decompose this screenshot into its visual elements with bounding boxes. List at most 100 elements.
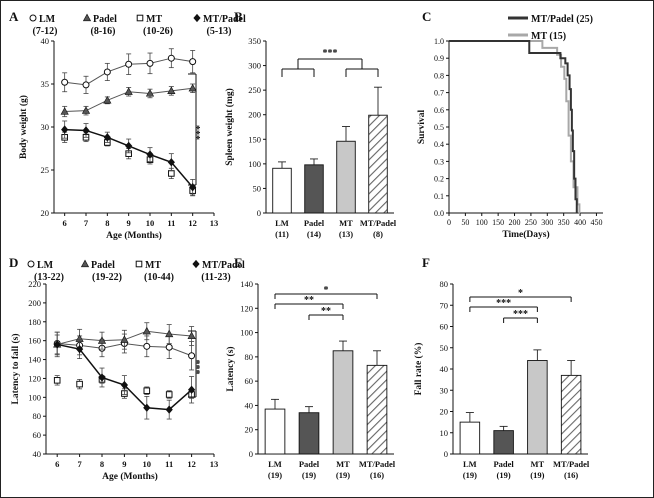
bar-lm: LM(11) <box>272 161 292 239</box>
y-tick-label: 40 <box>440 364 449 374</box>
y-tick-label: 350 <box>248 36 261 46</box>
data-point <box>142 326 151 335</box>
category-label: Padel <box>304 218 325 228</box>
data-point <box>167 86 176 94</box>
data-point <box>53 340 61 349</box>
y-tick-label: 0.8 <box>434 71 444 80</box>
x-tick-label: 11 <box>167 218 175 228</box>
data-point <box>143 387 151 395</box>
x-tick-label: 8 <box>100 459 104 469</box>
y-tick-label: 0.1 <box>434 192 444 201</box>
y-tick-label: 100 <box>240 328 253 338</box>
panel-letter: B <box>234 9 243 24</box>
category-label: MT/Padel <box>359 459 396 469</box>
data-point <box>187 331 196 340</box>
significance-bracket: *** <box>281 48 379 77</box>
data-point <box>188 352 196 360</box>
y-tick-label: 10 <box>440 428 449 438</box>
y-tick-label: 80 <box>245 352 254 362</box>
significance-brackets: ******* <box>469 288 572 323</box>
bar-mt: MT(19) <box>527 349 548 480</box>
significance-bracket: *** <box>188 73 206 186</box>
legend-name: MT <box>145 260 161 271</box>
category-n: (11) <box>275 229 289 239</box>
y-tick-label: 35 <box>41 79 50 89</box>
y-tick-label: 60 <box>440 322 449 332</box>
category-n: (16) <box>564 470 578 480</box>
significance-brackets: ***** <box>274 285 378 320</box>
category-label: MT <box>339 218 353 228</box>
bar-rect <box>527 360 548 455</box>
data-point <box>165 405 173 414</box>
data-point <box>61 125 69 134</box>
legend-n: (7-12) <box>33 26 58 37</box>
x-tick-label: 300 <box>541 218 553 227</box>
y-tick-label: 0.0 <box>434 209 444 218</box>
series-padel <box>60 83 197 118</box>
category-n: (19) <box>302 470 316 480</box>
y-tick-label: 220 <box>28 279 41 289</box>
y-tick-label: 100 <box>248 159 261 169</box>
category-n: (19) <box>336 470 350 480</box>
y-tick-label: 20 <box>245 425 254 435</box>
significance-label: *** <box>496 298 511 309</box>
x-tick-label: 13 <box>210 459 219 469</box>
bar-mt: MT(19) <box>332 340 354 480</box>
y-tick-label: 80 <box>440 279 449 289</box>
legend-marker <box>135 260 143 268</box>
x-tick-label: 10 <box>143 459 152 469</box>
x-tick-label: 250 <box>525 218 537 227</box>
significance-label: ** <box>321 306 331 317</box>
x-axis-label: Time(Days) <box>502 229 549 240</box>
x-tick-label: 100 <box>476 218 488 227</box>
series-mt-padel <box>61 120 197 196</box>
category-label: MT/Padel <box>360 218 397 228</box>
x-tick-label: 12 <box>187 459 196 469</box>
category-label: MT <box>531 459 545 469</box>
data-point <box>97 336 107 344</box>
legend-entry-mt-padel: MT/Padel(11-23) <box>192 259 245 283</box>
data-point <box>76 345 84 354</box>
data-point <box>165 343 173 351</box>
legend-marker <box>192 259 200 269</box>
y-tick-label: 140 <box>28 355 41 365</box>
significance-label: *** <box>195 360 206 375</box>
y-axis-label: Latency to fall (s) <box>10 334 21 405</box>
y-tick-label: 200 <box>248 110 261 120</box>
legend-entry-mt-padel: MT/Padel (25) <box>508 14 593 25</box>
data-point <box>120 380 128 390</box>
bar-rect <box>459 421 481 455</box>
data-point <box>145 89 155 97</box>
data-point <box>143 403 151 412</box>
legend-name: MT/Padel <box>202 260 245 271</box>
legend-name: Padel <box>93 14 117 25</box>
data-point <box>125 60 133 68</box>
legend-n: (13-22) <box>34 272 64 283</box>
legend-entry-padel: Padel(19-22) <box>80 259 122 283</box>
bar-lm: LM(19) <box>459 412 481 480</box>
category-n: (19) <box>497 470 511 480</box>
survival-curve-mt <box>449 40 581 214</box>
legend-entry-mt-padel: MT/Padel(5-13) <box>193 13 246 37</box>
legend-n: (10-44) <box>144 272 174 283</box>
data-point <box>125 141 133 151</box>
panel-letter: E <box>234 255 243 270</box>
data-point <box>53 377 61 384</box>
data-point <box>167 158 175 167</box>
y-tick-label: 40 <box>33 449 42 459</box>
data-point <box>103 133 111 142</box>
category-n: (13) <box>339 229 353 239</box>
category-label: LM <box>268 459 282 469</box>
legend-name: LM <box>37 260 54 271</box>
x-tick-label: 400 <box>574 218 586 227</box>
legend-n: (8-16) <box>91 26 116 37</box>
bar-lm: LM(19) <box>264 398 286 480</box>
legend-name: Padel <box>91 260 115 271</box>
legend-entry-mt: MT(10-26) <box>136 14 173 37</box>
y-tick-label: 50 <box>440 343 449 353</box>
y-tick-label: 0.7 <box>434 89 444 98</box>
category-n: (19) <box>530 470 544 480</box>
y-tick-label: 150 <box>248 134 261 144</box>
